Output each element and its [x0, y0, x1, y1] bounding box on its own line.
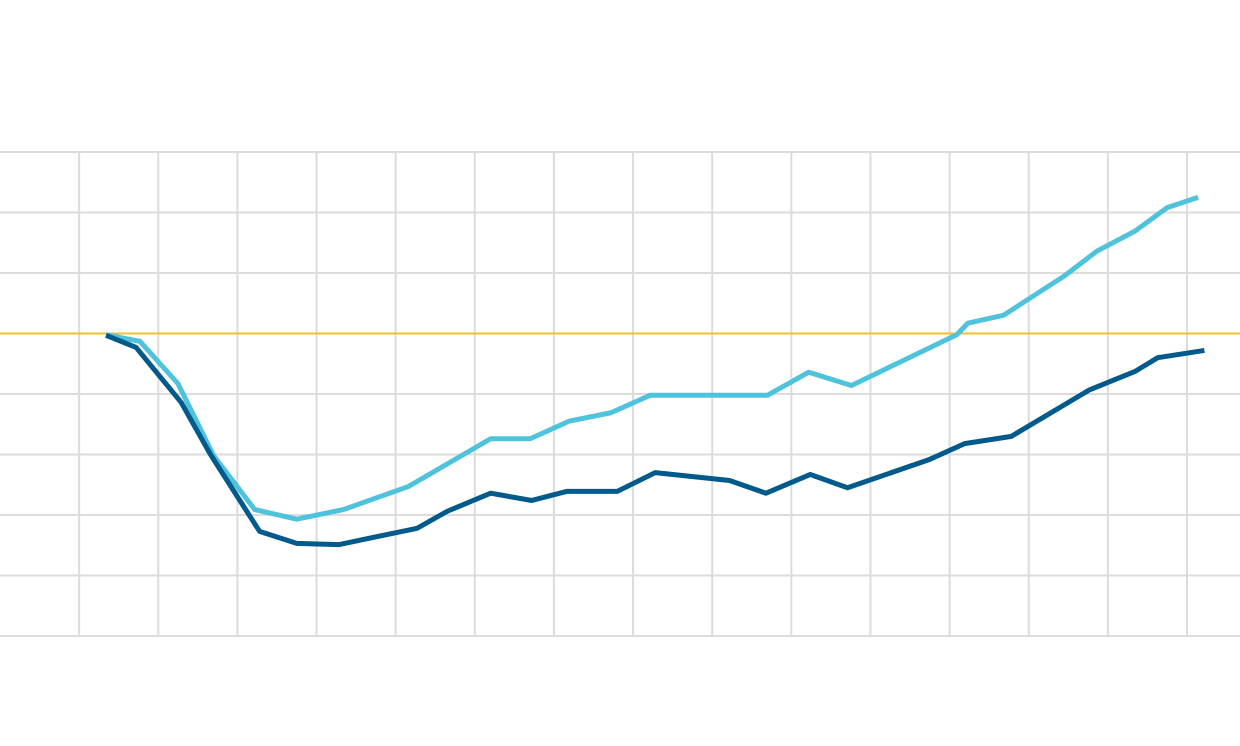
data-line [105, 332, 1205, 548]
data-line [105, 195, 1199, 522]
